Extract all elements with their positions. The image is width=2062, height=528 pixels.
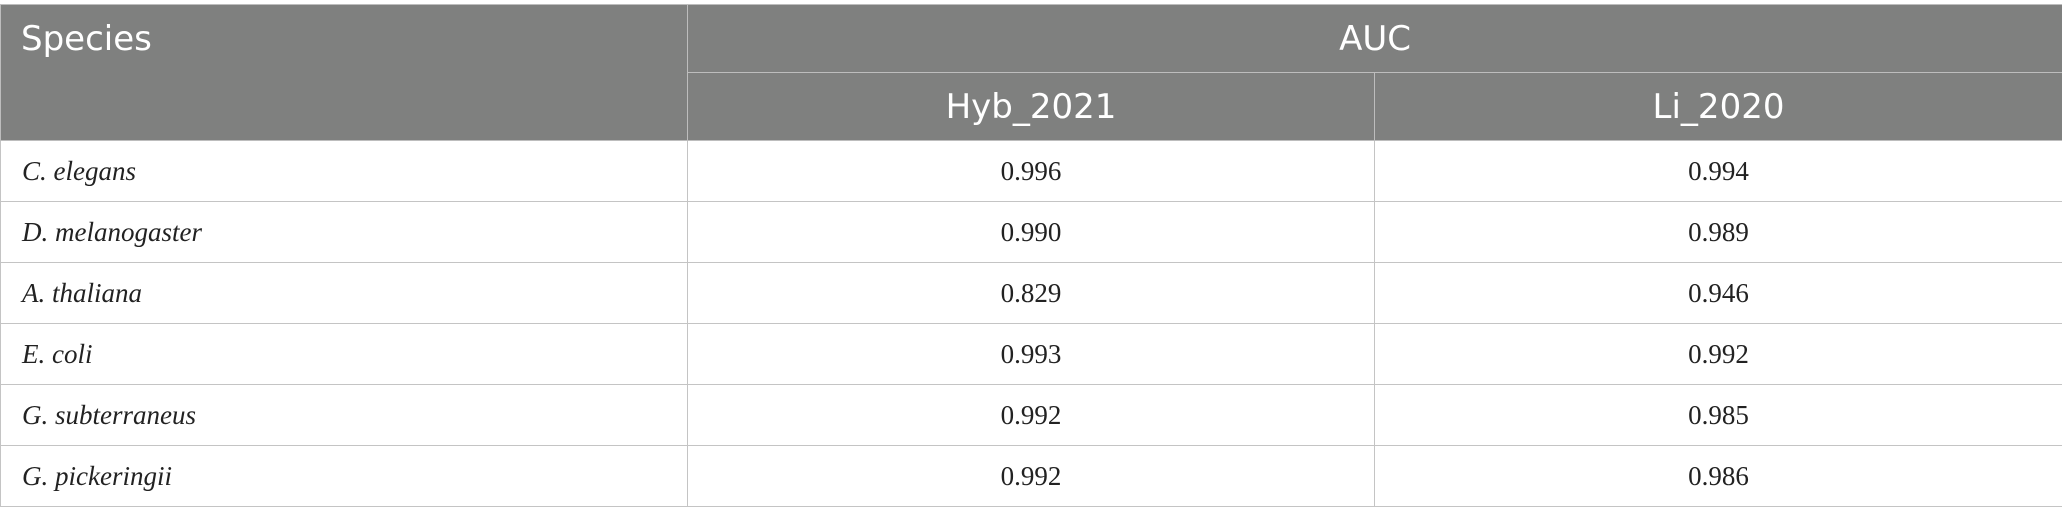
species-column-header: Species xyxy=(0,4,688,141)
hyb-2021-value: 0.993 xyxy=(687,323,1375,385)
table-row: C. elegans 0.996 0.994 xyxy=(0,140,2062,202)
table-header: Species AUC Hyb_2021 Li_2020 xyxy=(0,4,2062,141)
li-2020-column-header: Li_2020 xyxy=(1373,72,2062,141)
li-2020-value: 0.946 xyxy=(1373,262,2062,324)
species-cell: D. melanogaster xyxy=(0,201,688,263)
li-2020-value: 0.989 xyxy=(1373,201,2062,263)
header-row-sub: Hyb_2021 Li_2020 xyxy=(1,72,2062,141)
hyb-2021-value: 0.992 xyxy=(687,384,1375,446)
species-cell: E. coli xyxy=(0,323,688,385)
header-row-top: Species AUC xyxy=(0,4,2062,141)
species-cell: G. pickeringii xyxy=(0,445,688,507)
table-row: G. pickeringii 0.992 0.986 xyxy=(0,445,2062,507)
li-2020-value: 0.986 xyxy=(1373,445,2062,507)
hyb-2021-column-header: Hyb_2021 xyxy=(687,72,1375,141)
li-2020-value: 0.985 xyxy=(1373,384,2062,446)
hyb-2021-value: 0.996 xyxy=(687,140,1375,202)
table-row: E. coli 0.993 0.992 xyxy=(0,323,2062,385)
table-row: A. thaliana 0.829 0.946 xyxy=(0,262,2062,324)
auc-table: Species AUC Hyb_2021 Li_2020 C. elegans … xyxy=(0,4,2062,507)
species-cell: A. thaliana xyxy=(0,262,688,324)
species-cell: G. subterraneus xyxy=(0,384,688,446)
li-2020-value: 0.992 xyxy=(1373,323,2062,385)
table-row: G. subterraneus 0.992 0.985 xyxy=(0,384,2062,446)
species-cell: C. elegans xyxy=(0,140,688,202)
hyb-2021-value: 0.990 xyxy=(687,201,1375,263)
hyb-2021-value: 0.992 xyxy=(687,445,1375,507)
table-body: C. elegans 0.996 0.994 D. melanogaster 0… xyxy=(0,140,2062,507)
table-row: D. melanogaster 0.990 0.989 xyxy=(0,201,2062,263)
hyb-2021-value: 0.829 xyxy=(687,262,1375,324)
auc-group-header: AUC xyxy=(686,4,2062,73)
li-2020-value: 0.994 xyxy=(1373,140,2062,202)
